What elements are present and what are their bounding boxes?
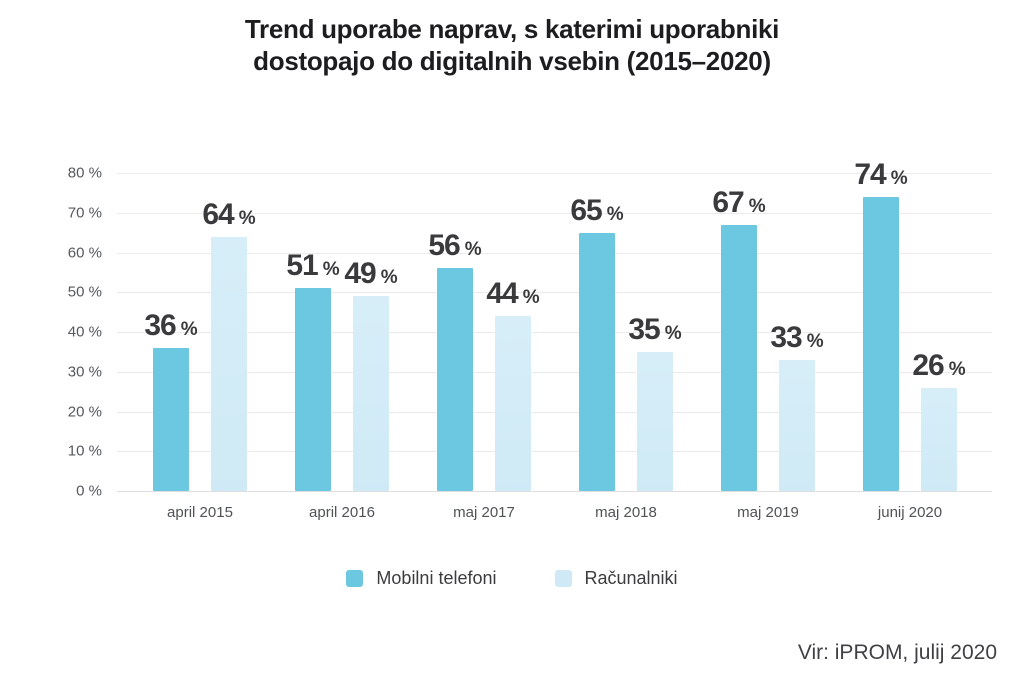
gridline-50-% [117,292,992,294]
gridline-0-% [117,491,992,492]
x-tick-label-maj-2019: maj 2019 [737,504,799,521]
chart-title-line2: dostopajo do digitalnih vsebin (2015–202… [253,46,771,76]
value-number: 35 [628,313,660,346]
chart-title: Trend uporabe naprav, s katerimi uporabn… [0,13,1024,77]
y-tick-label-40-%: 40 % [67,323,102,341]
value-label-mobilni-telefoni-maj-2017: 56% [395,231,515,261]
bar-group-maj-2019: 67% 33% [712,173,824,491]
value-percent-sign: % [664,323,682,344]
x-tick-label-maj-2017: maj 2017 [453,504,515,521]
value-number: 44 [486,277,518,310]
legend-swatch-racunalniki-icon [554,570,572,587]
value-label-mobilni-telefoni-maj-2018: 65% [537,196,657,226]
value-label-računalniki-april-2015: 64% [169,200,289,230]
value-number: 65 [570,194,602,227]
value-percent-sign: % [748,196,766,217]
bar-mobilni-telefoni-april-2016 [295,288,331,491]
bar-računalniki-junij-2020 [921,388,957,491]
value-label-mobilni-telefoni-maj-2019: 67% [679,188,799,218]
legend-item-mobilni-telefoni: Mobilni telefoni [346,568,497,589]
value-number: 56 [428,229,460,262]
bar-računalniki-april-2016 [353,296,389,491]
value-label-računalniki-april-2016: 49% [311,259,431,289]
plot-area: 36% 64% 51% 49% 56% 44% 65% 35% 67% 33% 74% 26% [117,160,992,492]
bar-mobilni-telefoni-junij-2020 [863,197,899,491]
x-tick-label-april-2016: april 2016 [309,504,375,521]
value-percent-sign: % [890,168,908,189]
y-tick-label-20-%: 20 % [67,403,102,420]
bar-mobilni-telefoni-maj-2017 [437,268,473,491]
bar-računalniki-maj-2019 [779,360,815,491]
chart-title-line1: Trend uporabe naprav, s katerimi uporabn… [244,14,780,44]
y-tick-label-70-%: 70 % [67,204,102,222]
x-tick-label-april-2015: april 2015 [167,504,233,521]
legend-label-racunalniki: Računalniki [584,568,678,588]
value-label-mobilni-telefoni-april-2015: 36% [111,311,231,341]
bar-group-april-2016: 51% 49% [286,173,398,491]
y-tick-label-80-%: 80 % [67,164,102,182]
value-percent-sign: % [238,208,256,229]
gridline-60-% [117,252,992,254]
value-percent-sign: % [806,331,824,352]
gridline-80-% [117,173,992,174]
y-tick-label-10-%: 10 % [67,442,102,460]
value-number: 49 [344,257,376,290]
value-number: 64 [202,198,234,231]
value-label-mobilni-telefoni-april-2016: 51% [253,251,373,281]
bar-mobilni-telefoni-april-2015 [153,348,189,491]
gridline-70-% [117,212,992,214]
gridline-10-% [117,451,992,453]
value-percent-sign: % [180,319,198,340]
value-percent-sign: % [522,287,540,308]
y-tick-label-50-%: 50 % [67,283,102,301]
bar-group-maj-2018: 65% 35% [570,173,682,491]
legend-label-mobilni-telefoni: Mobilni telefoni [376,568,497,588]
value-percent-sign: % [322,259,340,280]
value-label-računalniki-maj-2017: 44% [453,279,573,309]
bar-računalniki-maj-2017 [495,316,531,491]
value-number: 33 [770,321,802,354]
value-percent-sign: % [948,359,966,380]
value-number: 36 [144,309,176,342]
value-label-računalniki-junij-2020: 26% [879,351,999,381]
bar-group-april-2015: 36% 64% [144,173,256,491]
value-percent-sign: % [464,239,482,260]
bar-mobilni-telefoni-maj-2019 [721,225,757,491]
gridline-20-% [117,411,992,413]
value-number: 26 [912,349,944,382]
value-percent-sign: % [606,204,624,225]
bar-mobilni-telefoni-maj-2018 [579,233,615,491]
bar-group-maj-2017: 56% 44% [428,173,540,491]
bar-računalniki-april-2015 [211,237,247,491]
gridline-40-% [117,332,992,333]
value-number: 51 [286,249,318,282]
bar-group-junij-2020: 74% 26% [854,160,966,491]
value-number: 74 [854,158,886,191]
y-axis: 80 % 70 % 60 % 50 % 40 % 30 % 20 % 10 % 0 % [0,165,104,500]
gridline-30-% [117,371,992,373]
x-tick-label-junij-2020: junij 2020 [877,504,943,521]
y-tick-label-30-%: 30 % [67,363,102,381]
y-tick-label-60-%: 60 % [67,244,102,261]
value-number: 67 [712,186,744,219]
value-label-računalniki-maj-2019: 33% [737,323,857,353]
value-label-mobilni-telefoni-junij-2020: 74% [821,160,941,190]
value-label-računalniki-maj-2018: 35% [595,315,715,345]
y-tick-label-0-%: 0 % [76,482,102,500]
legend: Mobilni telefoni Računalniki [0,568,1024,589]
legend-swatch-mobilni-telefoni-icon [346,570,364,587]
legend-item-racunalniki: Računalniki [554,568,678,589]
bar-računalniki-maj-2018 [637,352,673,491]
value-percent-sign: % [380,267,398,288]
x-tick-label-maj-2018: maj 2018 [595,504,657,521]
source-note: Vir: iPROM, julij 2020 [797,641,997,664]
